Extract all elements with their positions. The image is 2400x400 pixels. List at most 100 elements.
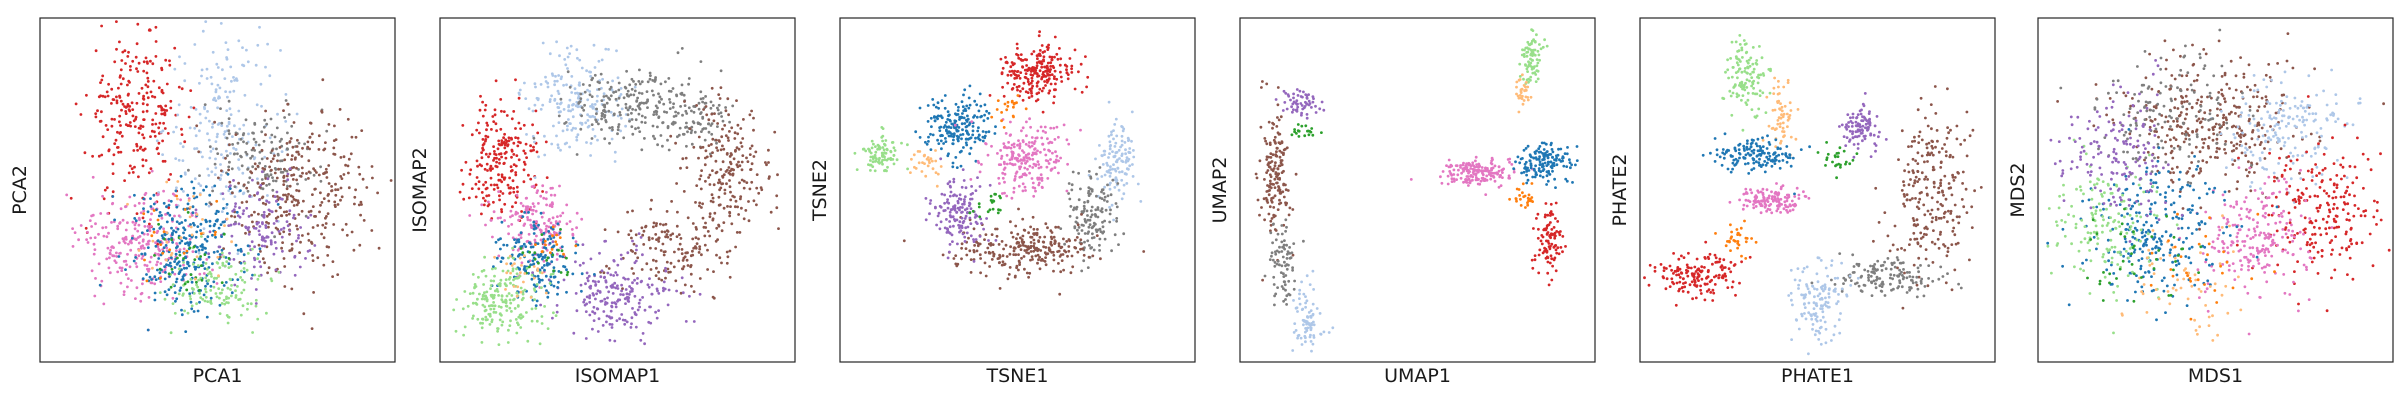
scatter-point <box>296 199 300 203</box>
scatter-point <box>1025 134 1028 138</box>
scatter-point <box>474 182 478 186</box>
scatter-point <box>254 304 258 308</box>
scatter-point <box>728 211 732 215</box>
scatter-point <box>655 266 658 270</box>
scatter-point <box>576 105 579 108</box>
scatter-point <box>709 199 713 203</box>
scatter-point <box>669 261 673 265</box>
scatter-point <box>264 133 267 137</box>
scatter-point <box>671 87 675 90</box>
scatter-point <box>149 224 153 228</box>
scatter-point <box>748 147 752 150</box>
scatter-point <box>697 251 701 254</box>
scatter-point <box>1108 174 1112 178</box>
scatter-point <box>142 202 146 205</box>
scatter-point <box>230 284 233 287</box>
scatter-point <box>260 130 264 134</box>
scatter-point <box>527 211 530 214</box>
scatter-point <box>556 286 559 289</box>
scatter-point <box>212 280 216 284</box>
scatter-point <box>579 283 583 287</box>
scatter-point <box>1014 172 1018 175</box>
scatter-point <box>619 113 622 117</box>
scatter-point <box>504 304 508 308</box>
scatter-point <box>117 241 121 245</box>
scatter-point <box>161 153 164 157</box>
scatter-point <box>984 130 988 134</box>
scatter-point <box>961 133 965 136</box>
scatter-point <box>1055 52 1059 56</box>
scatter-point <box>182 292 185 296</box>
scatter-point <box>116 130 119 134</box>
scatter-point <box>881 153 885 157</box>
scatter-point <box>616 76 620 80</box>
scatter-point <box>971 129 975 133</box>
scatter-point <box>607 290 611 294</box>
scatter-point <box>1027 96 1031 99</box>
scatter-point <box>592 43 596 47</box>
scatter-point <box>178 222 181 226</box>
scatter-point <box>171 241 175 244</box>
scatter-point <box>111 98 115 101</box>
scatter-point <box>1001 260 1005 264</box>
scatter-point <box>229 223 233 227</box>
scatter-point <box>232 146 236 150</box>
scatter-point <box>1021 58 1025 62</box>
scatter-point <box>163 268 167 272</box>
scatter-point <box>519 271 522 274</box>
scatter-point <box>264 177 268 180</box>
panel-frame <box>39 17 396 363</box>
scatter-point <box>100 24 103 28</box>
scatter-point <box>994 125 997 129</box>
scatter-point <box>239 154 243 158</box>
scatter-point <box>1037 91 1041 95</box>
scatter-point <box>934 149 937 152</box>
scatter-point <box>167 288 171 291</box>
scatter-point <box>1022 228 1026 232</box>
scatter-point <box>965 137 968 141</box>
scatter-point <box>740 160 744 164</box>
scatter-point <box>516 136 520 140</box>
scatter-point <box>148 227 151 231</box>
scatter-point <box>339 198 342 202</box>
scatter-point <box>1047 91 1051 95</box>
scatter-point <box>602 95 606 98</box>
scatter-point <box>168 248 172 252</box>
scatter-point <box>595 99 599 103</box>
scatter-point <box>733 137 737 140</box>
scatter-point <box>333 153 337 156</box>
scatter-point <box>86 241 90 244</box>
scatter-point <box>1002 146 1006 149</box>
scatter-point <box>135 144 139 148</box>
scatter-point <box>1003 262 1007 266</box>
scatter-point <box>162 121 165 125</box>
scatter-point <box>153 134 157 138</box>
scatter-point <box>126 277 130 280</box>
scatter-point <box>116 224 120 228</box>
scatter-point <box>1084 55 1087 58</box>
scatter-point <box>1012 186 1016 190</box>
scatter-point <box>146 210 150 214</box>
scatter-point <box>246 244 250 248</box>
scatter-point <box>149 90 153 94</box>
scatter-point <box>680 47 684 50</box>
scatter-point <box>507 186 511 190</box>
scatter-point <box>149 59 152 63</box>
scatter-point <box>562 252 565 256</box>
scatter-point <box>1028 164 1032 168</box>
scatter-point <box>283 167 286 171</box>
scatter-point <box>139 292 143 296</box>
scatter-point <box>158 291 162 294</box>
scatter-point <box>680 83 684 87</box>
scatter-point <box>956 109 960 112</box>
scatter-point <box>280 150 284 154</box>
scatter-point <box>237 39 241 43</box>
scatter-point <box>557 92 561 95</box>
scatter-point <box>580 106 584 110</box>
scatter-point <box>458 190 462 194</box>
scatter-point <box>1030 67 1033 70</box>
scatter-point <box>306 140 310 144</box>
scatter-point <box>654 247 658 250</box>
scatter-point <box>195 195 199 199</box>
scatter-point <box>648 305 651 309</box>
